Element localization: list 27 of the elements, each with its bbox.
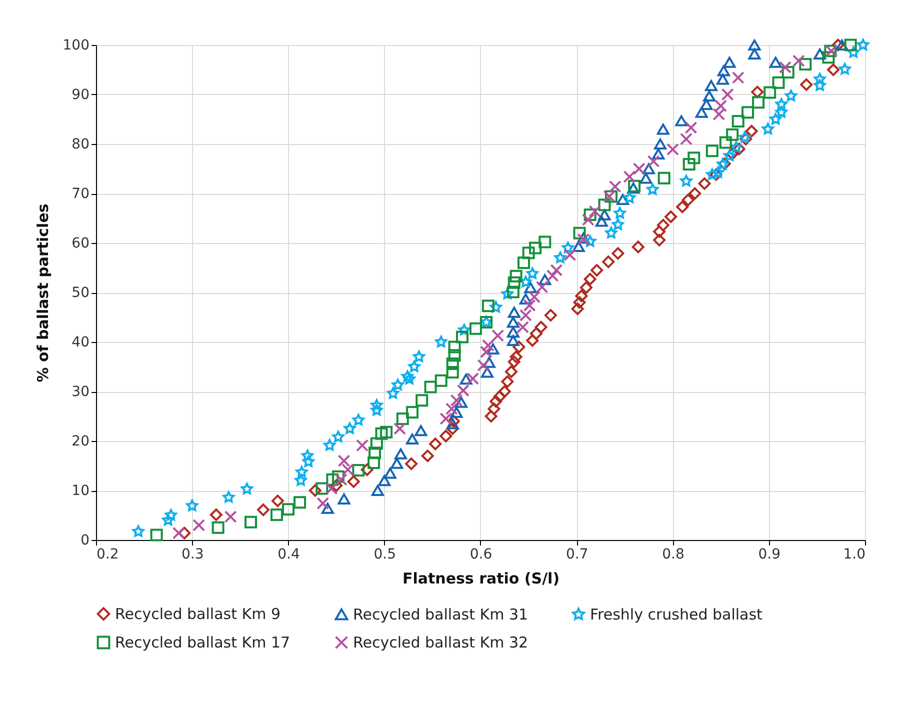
y-axis-title: % of ballast particles bbox=[34, 204, 52, 382]
y-tick-label: 20 bbox=[72, 434, 90, 450]
x-tick-label: 0.5 bbox=[374, 546, 396, 562]
y-tick-label: 40 bbox=[72, 334, 90, 350]
y-tick-label: 0 bbox=[80, 532, 90, 548]
y-tick-label: 10 bbox=[72, 483, 90, 499]
legend-label: Recycled ballast Km 17 bbox=[115, 634, 290, 652]
x-tick-label: 0.2 bbox=[96, 546, 119, 562]
y-tick-label: 50 bbox=[72, 285, 90, 301]
x-axis-title: Flatness ratio (S/l) bbox=[402, 570, 560, 588]
x-tick-label: 1.0 bbox=[843, 546, 866, 562]
x-tick-label: 0.8 bbox=[662, 546, 684, 562]
legend-label: Recycled ballast Km 32 bbox=[353, 634, 528, 652]
x-tick-label: 0.9 bbox=[758, 546, 781, 562]
y-tick-label: 30 bbox=[72, 384, 90, 400]
legend-label: Freshly crushed ballast bbox=[590, 605, 763, 624]
x-tick-label: 0.3 bbox=[181, 546, 204, 562]
y-tick-label: 60 bbox=[72, 236, 90, 252]
y-tick-label: 80 bbox=[72, 136, 90, 152]
legend-label: Recycled ballast Km 31 bbox=[353, 605, 528, 624]
x-tick-label: 0.7 bbox=[566, 546, 588, 562]
x-tick-label: 0.6 bbox=[470, 546, 492, 562]
y-tick-label: 70 bbox=[72, 186, 90, 202]
x-tick-label: 0.4 bbox=[278, 546, 300, 562]
legend-label: Recycled ballast Km 9 bbox=[115, 604, 280, 623]
y-tick-label: 100 bbox=[62, 38, 90, 54]
y-tick-label: 90 bbox=[72, 87, 90, 103]
